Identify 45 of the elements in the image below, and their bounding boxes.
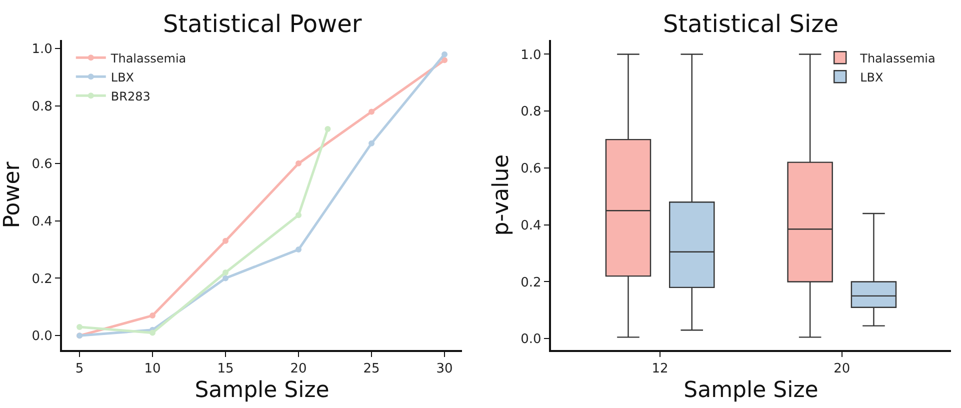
x-axis-title: Sample Size <box>194 378 330 403</box>
x-tick-label: 20 <box>290 362 307 377</box>
point <box>324 126 331 132</box>
x-tick-label: 30 <box>436 362 453 377</box>
point <box>222 275 229 282</box>
x-tick-label: 12 <box>652 362 668 377</box>
point <box>296 212 302 218</box>
y-axis-title: p-value <box>488 154 514 236</box>
chart-title: Statistical Size <box>663 10 838 38</box>
point <box>296 160 302 166</box>
y-tick-label: 0.2 <box>32 272 52 287</box>
point <box>222 238 229 244</box>
y-tick-label: 0.0 <box>520 332 542 348</box>
legend-label: BR283 <box>110 89 150 104</box>
point <box>150 330 156 336</box>
x-tick-label: 25 <box>363 362 380 377</box>
point <box>368 108 375 115</box>
legend-label: LBX <box>110 70 134 84</box>
chart-title: Statistical Power <box>163 10 362 38</box>
y-axis-title: Power <box>0 160 26 228</box>
point <box>442 51 448 58</box>
y-tick-label: 0.8 <box>520 104 542 120</box>
y-tick-label: 1.0 <box>520 48 542 63</box>
point <box>222 270 229 276</box>
x-tick-label: 15 <box>217 362 234 377</box>
x-tick-label: 10 <box>144 362 161 377</box>
point <box>150 312 156 319</box>
y-tick-label: 0.0 <box>32 329 52 344</box>
point <box>296 246 302 253</box>
legend-label: Thalassemia <box>859 51 936 66</box>
y-tick-label: 0.8 <box>32 100 52 115</box>
point <box>368 140 375 146</box>
legend-label: LBX <box>860 70 884 84</box>
point <box>76 324 83 330</box>
y-tick-label: 0.6 <box>520 162 542 177</box>
y-tick-label: 1.0 <box>32 42 52 58</box>
y-tick-label: 0.4 <box>32 214 52 230</box>
x-axis-title: Sample Size <box>684 378 818 403</box>
y-tick-label: 0.4 <box>520 218 542 234</box>
y-tick-label: 0.2 <box>520 275 542 290</box>
legend-label: Thalassemia <box>110 51 186 66</box>
y-tick-label: 0.6 <box>32 156 52 172</box>
x-tick-label: 5 <box>75 362 84 377</box>
x-tick-label: 20 <box>834 362 850 377</box>
point <box>442 57 448 64</box>
